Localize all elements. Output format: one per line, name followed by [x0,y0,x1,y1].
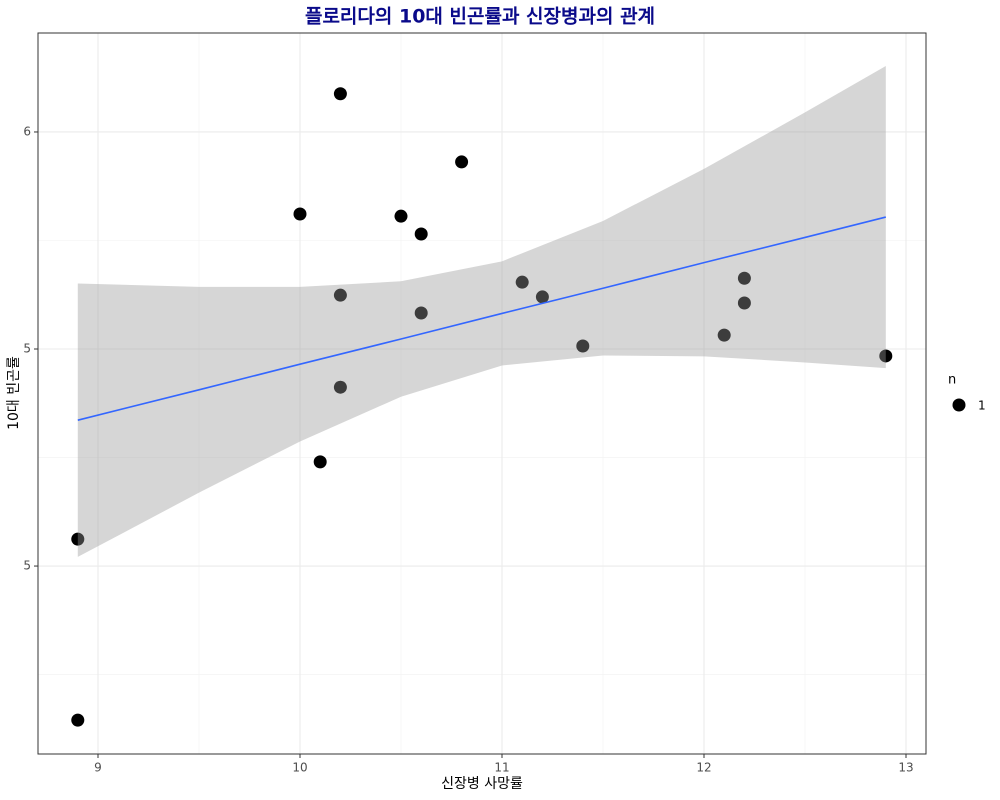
point [455,155,469,169]
y-axis-label: 10대 빈곤률 [6,356,22,430]
point [333,87,347,101]
legend-marker [952,398,966,412]
point [535,290,549,304]
x-tick-label: 13 [898,761,913,775]
x-axis-label: 신장병 사망률 [441,776,523,792]
y-tick-label: 6 [23,124,31,138]
legend-label: 1 [978,399,986,413]
point [879,349,893,363]
point [414,227,428,241]
x-tick-label: 9 [94,761,102,775]
point [333,288,347,302]
x-tick-label: 11 [494,761,509,775]
point [515,275,529,289]
y-tick-label: 5 [23,559,31,573]
x-tick-label: 10 [292,761,307,775]
point [71,532,85,546]
fit-line [77,216,886,421]
point [576,339,590,353]
point [717,328,731,342]
point [737,296,751,310]
y-tick-label: 5 [23,342,31,356]
panel-border [37,32,927,755]
x-tick-label: 12 [696,761,711,775]
point [737,271,751,285]
point [313,455,327,469]
point [71,713,85,727]
legend-title: n [948,373,956,388]
point [394,209,408,223]
point [333,380,347,394]
point [414,306,428,320]
point [293,207,307,221]
chart-title: 플로리다의 10대 빈곤률과 신장병과의 관계 [305,6,655,28]
confidence-band [77,65,886,557]
